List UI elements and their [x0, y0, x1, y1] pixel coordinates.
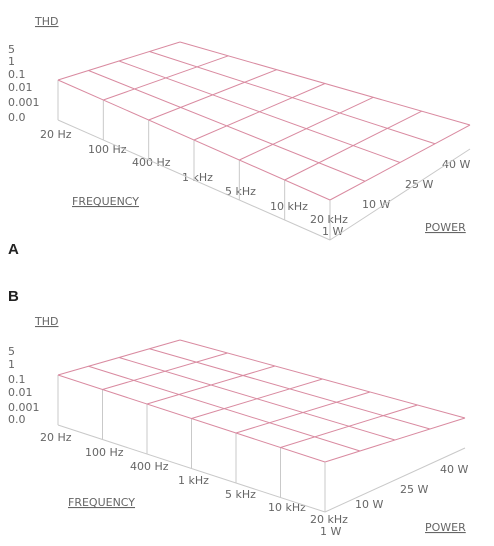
y-axis-title: POWER — [425, 521, 466, 534]
y-tick-label: 25 W — [400, 483, 428, 496]
surface-line — [57, 79, 331, 201]
x-tick-label: 1 kHz — [178, 474, 209, 487]
z-tick-label: 0.1 — [8, 68, 26, 81]
x-tick-label: 400 Hz — [130, 460, 169, 473]
x-tick-label: 20 Hz — [40, 128, 72, 141]
base-line — [324, 447, 466, 513]
surface-line — [149, 51, 436, 145]
z-tick-label: 0.01 — [8, 386, 33, 399]
x-tick-label: 10 kHz — [270, 200, 308, 213]
y-tick-label: 10 W — [355, 498, 383, 511]
z-tick-label: 0.0 — [8, 111, 26, 124]
y-axis-title: POWER — [425, 221, 466, 234]
z-tick-label: 0.0 — [8, 413, 26, 426]
z-tick-label: 1 — [8, 358, 15, 371]
surface-line — [118, 357, 396, 441]
surface-line — [88, 365, 361, 452]
base-line — [57, 119, 331, 241]
surface-line — [118, 60, 401, 163]
x-tick-label: 20 kHz — [310, 513, 348, 526]
base-line — [57, 424, 326, 513]
x-tick-label: 100 Hz — [85, 446, 124, 459]
z-axis-title: THD — [34, 15, 58, 28]
x-axis-title: FREQUENCY — [68, 496, 135, 509]
y-tick-label: 25 W — [405, 178, 433, 191]
surface-line — [88, 70, 366, 182]
y-tick-label: 10 W — [362, 198, 390, 211]
surface-line — [149, 348, 431, 430]
z-tick-label: 5 — [8, 345, 15, 358]
x-axis-title: FREQUENCY — [72, 195, 139, 208]
surface-line — [179, 41, 471, 126]
z-tick-label: 0.001 — [8, 96, 40, 109]
z-tick-label: 1 — [8, 55, 15, 68]
x-tick-label: 100 Hz — [88, 143, 127, 156]
base-line — [329, 148, 471, 241]
x-tick-label: 20 kHz — [310, 213, 348, 226]
x-tick-label: 10 kHz — [268, 501, 306, 514]
x-tick-label: 5 kHz — [225, 488, 256, 501]
panel-label: A — [8, 241, 19, 258]
surface-line — [179, 339, 466, 419]
surface-line — [57, 374, 326, 463]
y-tick-label: 1 W — [320, 525, 341, 538]
panel-label: B — [8, 288, 19, 305]
z-tick-label: 0.01 — [8, 81, 33, 94]
x-tick-label: 20 Hz — [40, 431, 72, 444]
y-tick-label: 40 W — [440, 463, 468, 476]
y-tick-label: 1 W — [322, 225, 343, 238]
x-tick-label: 5 kHz — [225, 185, 256, 198]
z-tick-label: 0.001 — [8, 401, 40, 414]
y-tick-label: 40 W — [442, 158, 470, 171]
z-tick-label: 0.1 — [8, 373, 26, 386]
z-tick-label: 5 — [8, 43, 15, 56]
z-axis-title: THD — [34, 315, 58, 328]
x-tick-label: 1 kHz — [182, 171, 213, 184]
